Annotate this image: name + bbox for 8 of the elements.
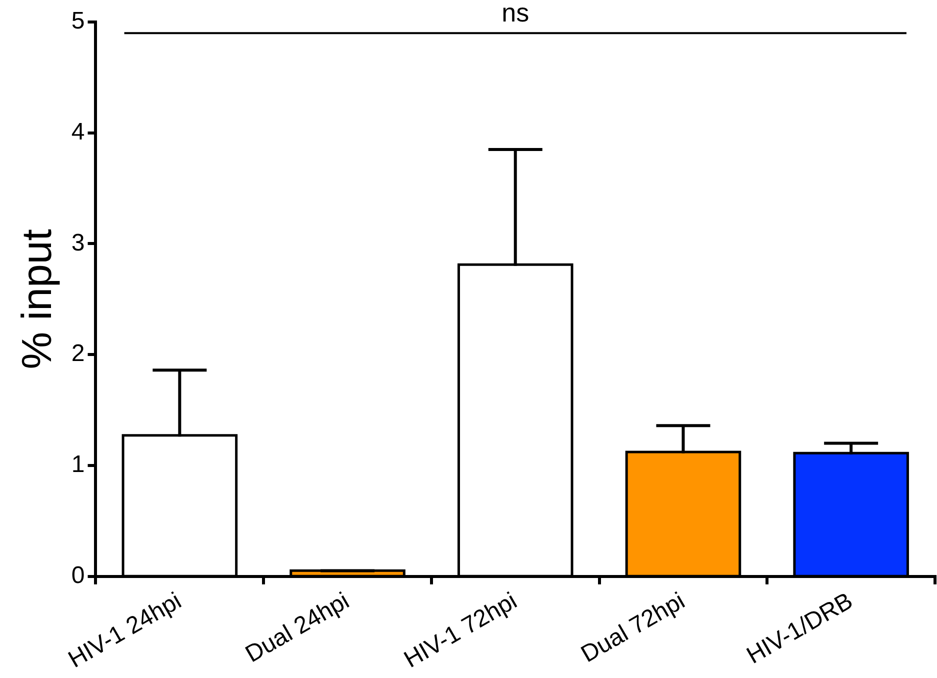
y-tick-label: 4	[71, 118, 85, 146]
y-axis-title: % input	[12, 228, 60, 370]
y-tick-label: 2	[71, 340, 85, 368]
ref-line-label: ns	[502, 0, 530, 28]
y-tick-label: 3	[71, 229, 85, 256]
y-tick-label: 0	[71, 562, 85, 589]
y-tick-label: 1	[71, 451, 85, 478]
y-tick-label: 5	[71, 8, 85, 35]
